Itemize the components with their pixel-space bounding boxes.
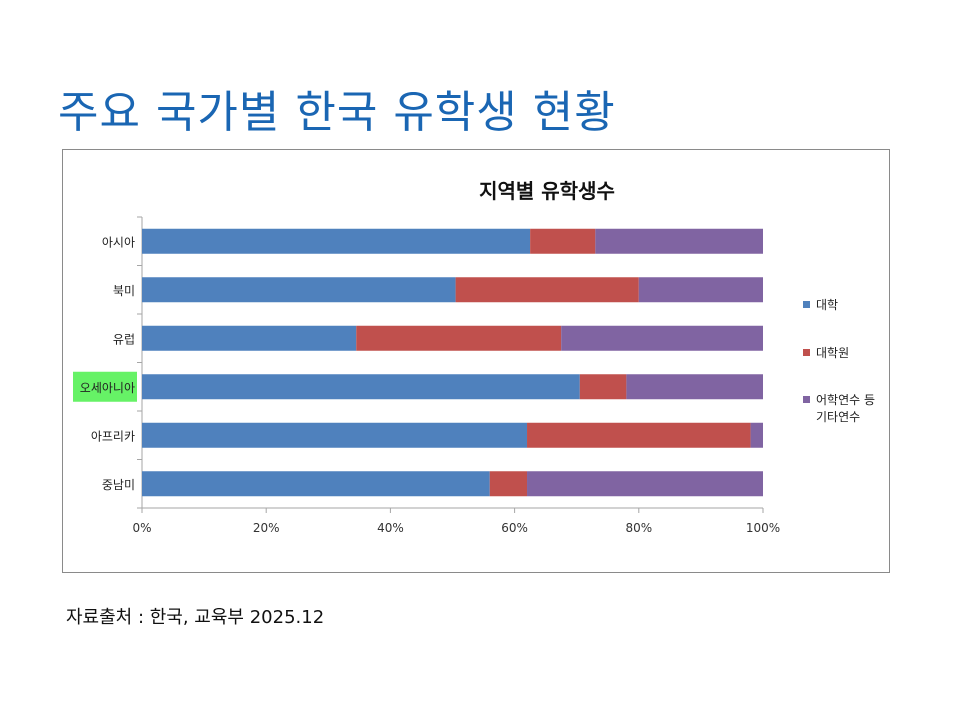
bar-segment-3 (527, 471, 763, 497)
chart-title: 지역별 유학생수 (479, 179, 615, 203)
stacked-bar-chart: 지역별 유학생수 0% 20% 40% 60% 80% 100% 아시아북미유럽오세아니아아프… (73, 179, 875, 535)
bar-segment-3 (595, 228, 763, 254)
legend-label: 어학연수 등 기타연수 (816, 393, 875, 424)
x-tick-label: 60% (501, 521, 528, 535)
bar-segment-3 (638, 277, 763, 303)
bar-segment-1 (142, 422, 528, 448)
bar-segment-1 (142, 325, 357, 351)
category-label: 북미 (113, 284, 135, 298)
x-tick-label: 0% (132, 521, 151, 535)
legend-swatch (803, 396, 810, 403)
bar-segment-1 (142, 228, 531, 254)
x-tick-label: 80% (625, 521, 652, 535)
bar-segment-1 (142, 471, 490, 497)
bar-segment-1 (142, 277, 456, 303)
bar-segment-2 (356, 325, 562, 351)
bar-segment-2 (579, 374, 627, 400)
legend-label: 대학 (816, 298, 838, 312)
bar-segment-2 (489, 471, 528, 497)
x-tick-label: 40% (377, 521, 404, 535)
category-label: 오세아니아 (80, 381, 135, 395)
category-label: 아시아 (102, 235, 135, 249)
x-tick-label: 20% (253, 521, 280, 535)
category-label: 유럽 (113, 332, 135, 346)
category-label: 아프리카 (91, 429, 135, 443)
source-note: 자료출처 : 한국, 교육부 2025.12 (66, 607, 325, 628)
legend-swatch (803, 349, 810, 356)
legend-label: 대학원 (816, 346, 849, 360)
bar-segment-3 (561, 325, 763, 351)
bar-segment-2 (530, 228, 596, 254)
bar-segment-1 (142, 374, 580, 400)
bar-segment-3 (750, 422, 763, 448)
bar-segment-2 (455, 277, 639, 303)
category-label: 중남미 (102, 478, 135, 492)
legend-swatch (803, 301, 810, 308)
highlight-box (73, 371, 137, 402)
slide-title: 주요 국가별 한국 유학생 현황 (58, 87, 616, 138)
bar-segment-2 (527, 422, 751, 448)
x-tick-label: 100% (746, 521, 780, 535)
bar-segment-3 (626, 374, 763, 400)
